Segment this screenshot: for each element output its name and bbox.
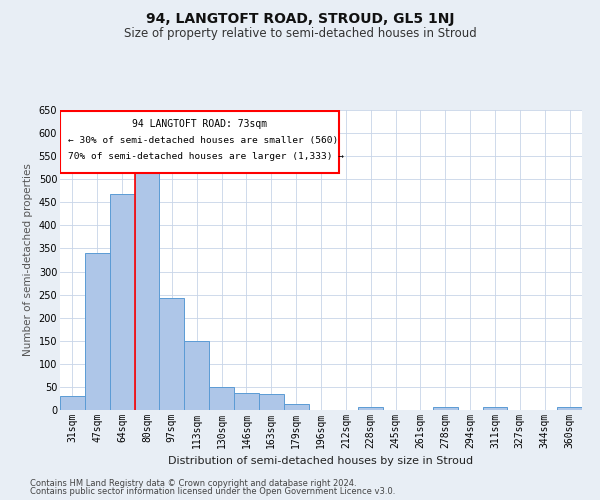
Y-axis label: Number of semi-detached properties: Number of semi-detached properties: [23, 164, 33, 356]
Bar: [284, 404, 308, 410]
Bar: [110, 194, 134, 410]
Bar: [184, 341, 209, 410]
Bar: [259, 394, 284, 410]
X-axis label: Distribution of semi-detached houses by size in Stroud: Distribution of semi-detached houses by …: [169, 456, 473, 466]
Bar: [134, 164, 160, 410]
Bar: [160, 298, 184, 410]
Bar: [557, 407, 582, 410]
Text: 94, LANGTOFT ROAD, STROUD, GL5 1NJ: 94, LANGTOFT ROAD, STROUD, GL5 1NJ: [146, 12, 454, 26]
Bar: [60, 396, 85, 410]
Bar: [433, 407, 458, 410]
Bar: [209, 387, 234, 410]
Text: Size of property relative to semi-detached houses in Stroud: Size of property relative to semi-detach…: [124, 28, 476, 40]
Text: 94 LANGTOFT ROAD: 73sqm: 94 LANGTOFT ROAD: 73sqm: [132, 119, 267, 129]
Bar: [234, 393, 259, 410]
Text: Contains public sector information licensed under the Open Government Licence v3: Contains public sector information licen…: [30, 488, 395, 496]
Bar: [85, 253, 110, 410]
Text: ← 30% of semi-detached houses are smaller (560): ← 30% of semi-detached houses are smalle…: [68, 136, 338, 144]
Text: Contains HM Land Registry data © Crown copyright and database right 2024.: Contains HM Land Registry data © Crown c…: [30, 478, 356, 488]
Text: 70% of semi-detached houses are larger (1,333) →: 70% of semi-detached houses are larger (…: [68, 152, 344, 161]
Bar: [482, 407, 508, 410]
Bar: [358, 407, 383, 410]
FancyBboxPatch shape: [60, 112, 339, 173]
